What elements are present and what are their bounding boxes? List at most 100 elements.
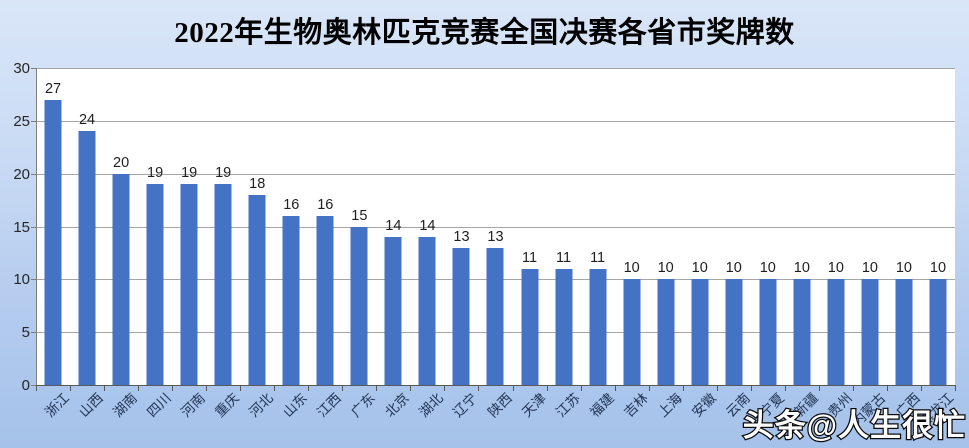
bar-slot-河南: 19: [172, 68, 206, 385]
bar-slot-山东: 16: [274, 68, 308, 385]
bar-value-江苏: 11: [556, 249, 572, 266]
bar-slot-新疆: 10: [785, 68, 819, 385]
bar-slot-天津: 11: [513, 68, 547, 385]
bar-slot-湖南: 20: [104, 68, 138, 385]
x-category-label-上海: 上海: [654, 390, 685, 420]
bar-slot-内蒙古: 10: [853, 68, 887, 385]
bar-value-福建: 11: [590, 249, 606, 266]
x-category-label-山西: 山西: [76, 390, 106, 420]
x-tick-mark-9: [342, 386, 344, 391]
bar-宁夏: [759, 279, 777, 385]
bar-slot-广西: 10: [887, 68, 921, 385]
x-category-label-湖北: 湖北: [416, 390, 447, 420]
x-category-label-四川: 四川: [144, 390, 175, 420]
y-tick-label-15: 15: [13, 218, 30, 236]
bar-重庆: [214, 184, 232, 385]
x-category-label-山东: 山东: [280, 390, 311, 420]
x-category-label-广东: 广东: [348, 390, 379, 420]
bar-value-湖北: 14: [419, 218, 436, 235]
bar-slot-江苏: 11: [547, 68, 581, 385]
bar-吉林: [623, 279, 641, 385]
x-category-label-湖南: 湖南: [110, 390, 140, 420]
bar-slot-北京: 14: [376, 68, 410, 385]
x-tick-mark-1: [70, 386, 72, 391]
x-tick-mark-15: [546, 386, 548, 391]
x-tick-mark-24: [852, 386, 854, 391]
x-tick-mark-11: [410, 386, 412, 391]
x-tick-mark-19: [682, 386, 684, 391]
y-tick-mark-5: [31, 332, 36, 334]
bar-value-广西: 10: [895, 260, 912, 277]
bar-value-山西: 24: [78, 112, 96, 129]
y-tick-label-0: 0: [21, 377, 30, 394]
y-tick-mark-0: [31, 385, 36, 386]
y-tick-label-10: 10: [13, 271, 30, 289]
bar-value-内蒙古: 10: [861, 260, 878, 277]
y-tick-label-20: 20: [13, 165, 30, 183]
x-tick-mark-14: [512, 386, 514, 391]
y-tick-label-5: 5: [21, 324, 30, 342]
gridline-y-25: [36, 120, 955, 122]
bar-山东: [282, 215, 300, 385]
gridline-y-30: [36, 68, 955, 69]
x-tick-mark-10: [376, 386, 378, 391]
x-category-label-北京: 北京: [382, 390, 413, 420]
x-category-label-江苏: 江苏: [552, 390, 583, 420]
plot-area: 27 24 20 19 19 19 18 16 16 15 14 14 13 13 11 11 11 10 10 10…: [36, 68, 955, 385]
bar-value-宁夏: 10: [759, 260, 776, 277]
bar-slot-山西: 24: [70, 68, 104, 385]
bar-河北: [248, 194, 266, 385]
bar-湖南: [112, 173, 130, 385]
bar-江苏: [555, 268, 573, 385]
x-category-label-重庆: 重庆: [212, 390, 243, 420]
bar-value-四川: 19: [147, 165, 164, 182]
bar-slot-福建: 11: [581, 68, 615, 385]
bar-slot-安徽: 10: [683, 68, 717, 385]
x-tick-mark-20: [716, 386, 718, 391]
x-category-label-浙江: 浙江: [42, 390, 72, 420]
x-tick-mark-7: [274, 386, 276, 391]
x-tick-mark-21: [750, 386, 752, 391]
x-category-label-河南: 河南: [178, 390, 209, 420]
bar-山西: [78, 131, 96, 385]
bar-北京: [384, 237, 402, 385]
y-tick-label-25: 25: [13, 112, 30, 130]
x-tick-mark-5: [206, 386, 208, 391]
bar-slot-云南: 10: [717, 68, 751, 385]
bar-四川: [146, 184, 164, 385]
bar-value-河北: 18: [249, 175, 266, 192]
x-tick-mark-16: [580, 386, 582, 391]
bar-slot-广东: 15: [342, 68, 376, 385]
y-tick-mark-10: [31, 279, 36, 281]
bar-value-河南: 19: [181, 165, 198, 182]
bar-value-安徽: 10: [691, 260, 708, 277]
bar-value-浙江: 27: [44, 80, 62, 97]
x-tick-mark-6: [240, 386, 242, 391]
x-category-label-安徽: 安徽: [688, 390, 719, 420]
bar-河南: [180, 184, 198, 385]
x-tick-mark-27: [955, 386, 956, 391]
y-tick-mark-15: [31, 226, 36, 228]
y-tick-mark-25: [31, 120, 36, 122]
bar-湖北: [418, 237, 436, 385]
bar-value-广东: 15: [351, 207, 368, 224]
bar-slot-湖北: 14: [410, 68, 444, 385]
bar-value-新疆: 10: [793, 260, 810, 277]
y-tick-label-30: 30: [13, 60, 30, 77]
bar-value-黑龙江: 10: [929, 260, 947, 277]
x-tick-mark-18: [648, 386, 650, 391]
chart-title: 2022年生物奥林匹克竞赛全国决赛各省市奖牌数: [174, 17, 795, 49]
bar-slot-陕西: 13: [478, 68, 512, 385]
bar-天津: [521, 268, 539, 385]
y-tick-mark-20: [31, 173, 36, 175]
bar-slot-宁夏: 10: [751, 68, 785, 385]
bar-value-天津: 11: [522, 249, 538, 266]
bar-安徽: [691, 279, 709, 385]
bar-slot-辽宁: 13: [444, 68, 478, 385]
bar-value-陕西: 13: [487, 228, 504, 245]
bar-slot-四川: 19: [138, 68, 172, 385]
bar-slot-河北: 18: [240, 68, 274, 385]
bar-value-山东: 16: [283, 196, 300, 213]
bar-value-重庆: 19: [215, 165, 232, 182]
x-category-label-江西: 江西: [314, 390, 345, 420]
